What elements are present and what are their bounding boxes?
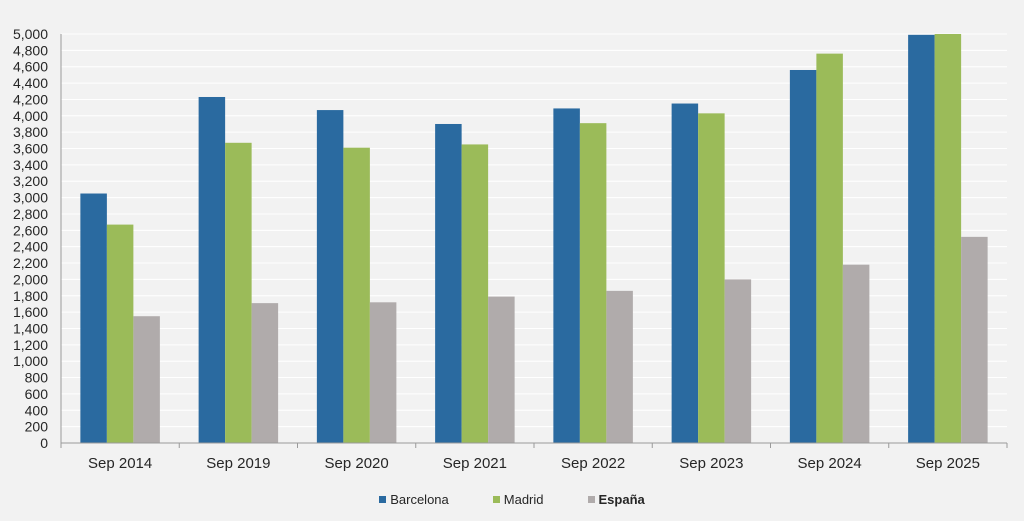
y-tick-label: 2,400 <box>13 239 48 255</box>
legend-item-barcelona: Barcelona <box>379 492 449 507</box>
x-tick-label: Sep 2014 <box>88 455 152 472</box>
y-tick-label: 2,200 <box>13 255 48 271</box>
legend-label-madrid: Madrid <box>503 492 544 507</box>
bar-espana <box>133 316 160 443</box>
bar-madrid <box>106 224 134 443</box>
y-tick-label: 4,600 <box>13 59 48 75</box>
x-tick-label: Sep 2025 <box>916 455 980 472</box>
x-tick-label: Sep 2022 <box>561 455 625 472</box>
y-tick-label: 1,200 <box>13 337 48 353</box>
y-tick-label: 5,000 <box>13 26 48 42</box>
y-tick-label: 3,000 <box>13 190 48 206</box>
legend-label-espana: España <box>598 492 645 507</box>
bar-madrid <box>816 53 843 444</box>
bar-barcelona <box>671 103 699 443</box>
bar-madrid <box>461 144 489 443</box>
legend: Barcelona Madrid España <box>0 492 1024 507</box>
bar-barcelona <box>553 108 580 444</box>
legend-swatch-espana <box>587 496 595 503</box>
y-tick-label: 4,800 <box>13 42 48 58</box>
bar-barcelona <box>435 123 462 443</box>
bars <box>80 34 988 444</box>
y-tick-label: 1,400 <box>13 320 48 336</box>
bar-barcelona <box>80 193 107 443</box>
y-tick-label: 800 <box>25 370 49 386</box>
x-tick-label: Sep 2024 <box>798 455 862 472</box>
x-tick-label: Sep 2020 <box>325 455 389 472</box>
y-tick-label: 4,400 <box>13 75 48 91</box>
bar-espana <box>251 303 279 443</box>
y-tick-label: 1,600 <box>13 304 48 320</box>
y-tick-label: 2,600 <box>13 222 48 238</box>
bar-espana <box>488 296 515 443</box>
legend-item-espana: España <box>587 492 645 507</box>
bar-espana <box>724 279 752 443</box>
bar-barcelona <box>908 34 935 444</box>
x-axis: Sep 2014 Sep 2019 Sep 2020 Sep 2021 Sep 2022… <box>60 442 1008 472</box>
bar-barcelona <box>316 110 344 443</box>
bar-espana <box>369 302 397 443</box>
legend-swatch-madrid <box>492 496 500 503</box>
y-tick-label: 3,600 <box>13 141 48 157</box>
bar-espana <box>842 264 870 443</box>
bar-madrid <box>579 123 607 444</box>
y-tick-label: 400 <box>25 402 49 418</box>
y-tick-label: 1,000 <box>13 353 48 369</box>
x-tick-label: Sep 2021 <box>443 455 507 472</box>
bar-madrid <box>934 34 962 443</box>
x-tick-label: Sep 2019 <box>206 455 270 472</box>
y-tick-label: 3,200 <box>13 173 48 189</box>
bar-chart: 02004006008001,0001,2001,4001,6001,8002,… <box>13 26 1008 472</box>
bar-espana <box>606 290 633 443</box>
bar-barcelona <box>198 96 226 444</box>
y-tick-label: 200 <box>25 419 49 435</box>
legend-label-barcelona: Barcelona <box>390 492 449 507</box>
bar-barcelona <box>789 69 817 443</box>
x-tick-label: Sep 2023 <box>679 455 743 472</box>
bar-madrid <box>225 142 252 443</box>
legend-swatch-barcelona <box>379 496 387 503</box>
y-tick-label: 3,800 <box>13 124 48 140</box>
y-tick-label: 4,000 <box>13 108 48 124</box>
bar-madrid <box>698 113 725 443</box>
y-tick-label: 2,800 <box>13 206 48 222</box>
y-tick-label: 0 <box>40 435 48 451</box>
y-tick-label: 600 <box>25 386 49 402</box>
y-tick-label: 1,800 <box>13 288 48 304</box>
bar-espana <box>961 236 988 443</box>
bar-madrid <box>343 147 370 443</box>
y-tick-label: 4,200 <box>13 91 48 107</box>
y-tick-label: 3,400 <box>13 157 48 173</box>
y-axis: 02004006008001,0001,2001,4001,6001,8002,… <box>13 26 62 451</box>
y-tick-label: 2,000 <box>13 271 48 287</box>
legend-item-madrid: Madrid <box>492 492 544 507</box>
